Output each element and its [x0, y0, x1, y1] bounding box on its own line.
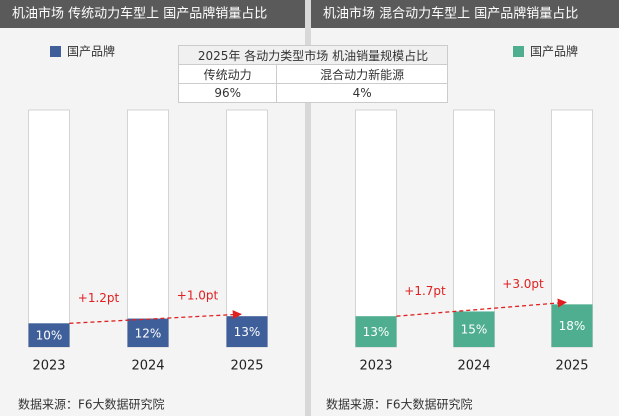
table-header: 混合动力新能源 — [276, 64, 448, 84]
bar — [355, 316, 397, 347]
x-tick-label: 2025 — [230, 359, 263, 374]
trend-arrow — [396, 298, 567, 317]
bar — [28, 323, 70, 347]
legend-label: 国产品牌 — [67, 45, 115, 59]
title-bar — [311, 0, 619, 28]
x-tick-label: 2024 — [457, 359, 490, 374]
bar — [453, 311, 495, 347]
trend-arrow — [69, 310, 242, 324]
legend-swatch — [50, 46, 61, 57]
bar — [127, 318, 169, 347]
legend-swatch — [513, 46, 524, 57]
table-cell: 96% — [177, 83, 278, 103]
value-label: 18% — [559, 319, 586, 333]
share-table: 2025年 各动力类型市场 机油销量规模占比 传统动力 混合动力新能源 96% 4% — [177, 45, 448, 103]
annotation: +1.7pt — [404, 284, 446, 298]
bar-frame — [355, 109, 397, 348]
title-bar — [0, 0, 305, 28]
bar-frame — [127, 109, 169, 348]
bar — [551, 304, 593, 347]
bar-frame — [226, 109, 268, 348]
annotation: +3.0pt — [502, 277, 544, 291]
divider — [305, 0, 311, 416]
legend-label: 国产品牌 — [530, 45, 578, 59]
annotation: +1.0pt — [177, 289, 219, 303]
x-tick-label: 2023 — [359, 359, 392, 374]
source: 数据来源：F6大数据研究院 — [18, 397, 165, 412]
bar-frame — [453, 109, 495, 348]
table-title: 2025年 各动力类型市场 机油销量规模占比 — [178, 45, 448, 65]
value-label: 15% — [461, 323, 488, 337]
chart-title: 机油市场 传统动力车型上 国产品牌销量占比 — [12, 6, 267, 22]
annotation: +1.2pt — [78, 291, 120, 305]
source: 数据来源：F6大数据研究院 — [326, 397, 473, 412]
x-tick-label: 2024 — [131, 359, 164, 374]
table-cell: 4% — [276, 83, 448, 103]
bar-frame — [28, 109, 70, 348]
chart-title: 机油市场 混合动力车型上 国产品牌销量占比 — [323, 6, 578, 22]
table-header: 传统动力 — [177, 64, 278, 84]
x-tick-label: 2023 — [32, 359, 65, 374]
value-label: 13% — [234, 325, 261, 339]
value-label: 10% — [36, 329, 63, 343]
bar — [226, 316, 268, 347]
value-label: 13% — [363, 325, 390, 339]
x-tick-label: 2025 — [555, 359, 588, 374]
value-label: 12% — [135, 326, 162, 340]
